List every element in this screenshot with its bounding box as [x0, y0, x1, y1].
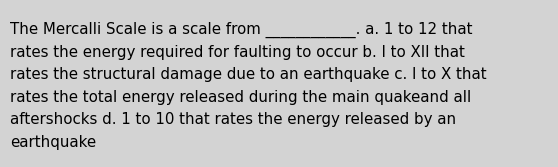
Text: rates the structural damage due to an earthquake c. I to X that: rates the structural damage due to an ea… — [10, 67, 487, 82]
Text: earthquake: earthquake — [10, 134, 96, 149]
Text: The Mercalli Scale is a scale from ____________. a. 1 to 12 that: The Mercalli Scale is a scale from _____… — [10, 22, 473, 38]
Text: rates the total energy released during the main quakeand all: rates the total energy released during t… — [10, 90, 472, 105]
Text: rates the energy required for faulting to occur b. I to XII that: rates the energy required for faulting t… — [10, 44, 465, 59]
Text: aftershocks d. 1 to 10 that rates the energy released by an: aftershocks d. 1 to 10 that rates the en… — [10, 112, 456, 127]
